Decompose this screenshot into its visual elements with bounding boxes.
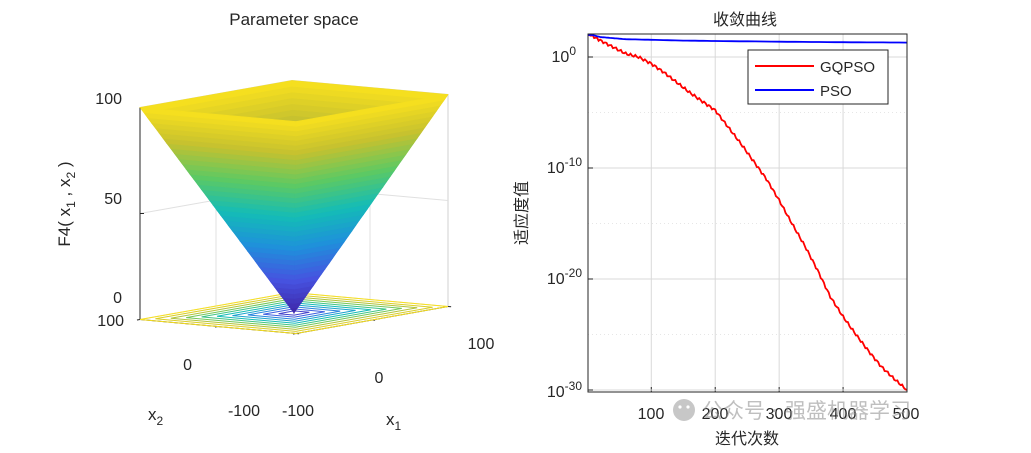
convergence-plot: 收敛曲线 100 10-10 10-20 10-30 100 200 300 4… <box>512 10 919 448</box>
contour-line <box>155 294 433 332</box>
plot-frame <box>587 33 908 393</box>
tick-mark <box>136 319 141 321</box>
x-tick: 100 <box>638 406 665 423</box>
contour-line <box>278 310 310 316</box>
y-tick: -100 <box>228 403 260 420</box>
series-line-pso <box>588 34 908 44</box>
series-lines <box>587 33 908 391</box>
x-tick: 500 <box>893 406 920 423</box>
y-tick: 100 <box>552 44 577 66</box>
floor-contours <box>139 291 449 335</box>
legend-label-pso: PSO <box>820 83 852 100</box>
legend-label-gqpso: GQPSO <box>820 59 875 76</box>
contour-line <box>263 308 325 318</box>
wechat-icon <box>673 399 695 421</box>
series-line-gqpso <box>587 33 908 391</box>
y-tick: 0 <box>183 357 192 374</box>
y-axis-label: x2 <box>148 405 164 428</box>
x-tick: 0 <box>375 370 384 387</box>
surface-title: Parameter space <box>229 10 358 29</box>
x-axis-label: 迭代次数 <box>715 429 779 448</box>
y-tick: 100 <box>97 313 124 330</box>
contour-line <box>186 298 402 328</box>
surface-mesh <box>139 80 449 314</box>
x-tick: -100 <box>282 403 314 420</box>
x-tick: 200 <box>702 406 729 423</box>
contour-line <box>247 306 341 320</box>
legend-box <box>747 49 889 105</box>
contour-line <box>216 302 372 324</box>
surface-band <box>295 94 449 127</box>
contour-line <box>201 300 387 326</box>
watermark-text: 公众号 · 强盛机器学习 <box>702 399 911 423</box>
surface-plot: Parameter space 100 50 0 F4( x1 , x2 ) 1… <box>55 10 494 433</box>
watermark: 公众号 · 强盛机器学习 <box>673 399 911 423</box>
x-tick-labels: 100 200 300 400 500 <box>638 406 920 423</box>
contour-line <box>139 291 449 335</box>
y-tick: 10-20 <box>547 266 582 288</box>
x-tick: 100 <box>468 336 495 353</box>
convergence-title: 收敛曲线 <box>713 10 777 29</box>
y-tick: 10-10 <box>547 155 582 177</box>
y-tick: 10-30 <box>547 379 582 401</box>
y-axis-label: 适应度值 <box>512 181 531 245</box>
x-tick: 300 <box>766 406 793 423</box>
z-axis-label: F4( x1 , x2 ) <box>55 161 78 246</box>
contour-line <box>232 304 356 322</box>
legend: GQPSO PSO <box>747 49 889 105</box>
z-tick: 0 <box>113 290 122 307</box>
z-tick: 50 <box>104 191 122 208</box>
y-tick-labels: 100 10-10 10-20 10-30 <box>547 44 582 401</box>
x-tick: 400 <box>830 406 857 423</box>
z-tick: 100 <box>95 91 122 108</box>
x-axis-label: x1 <box>386 410 402 433</box>
contour-line <box>170 296 418 330</box>
